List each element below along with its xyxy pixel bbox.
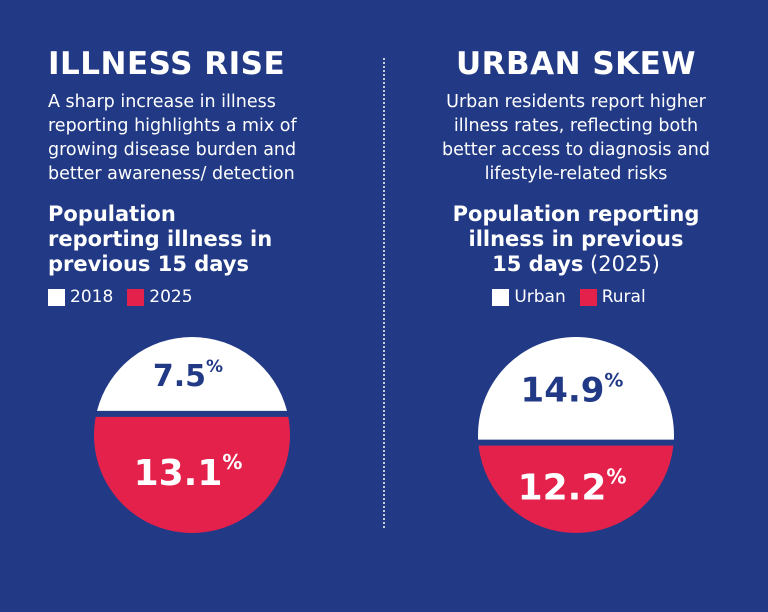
legend-swatch	[579, 288, 597, 306]
legend-swatch	[492, 288, 510, 306]
illness-rise-panel: ILLNESS RISE A sharp increase in illness…	[48, 46, 297, 533]
chart-title: Population reporting illness in previous…	[384, 202, 768, 277]
value-label-2018: 7.5%	[153, 357, 223, 394]
segment-urban	[478, 336, 674, 440]
value-label-urban: 14.9%	[521, 369, 624, 410]
chart-title-line: previous 15 days	[48, 252, 249, 276]
legend-swatch	[127, 288, 145, 306]
chart-title-line: reporting illness in	[48, 227, 273, 251]
panel-subtitle: Urban residents report higher illness ra…	[384, 90, 768, 186]
legend-label: Rural	[601, 287, 646, 307]
legend-item-2025: 2025	[127, 286, 193, 308]
chart-title-line: illness in previous	[468, 227, 684, 251]
legend-item-urban: Urban	[492, 286, 566, 308]
subtitle-line: reporting highlights a mix of	[48, 116, 297, 136]
subtitle-line: better awareness/ detection	[48, 164, 295, 184]
chart-legend: Urban Rural	[384, 286, 768, 308]
subtitle-line: Urban residents report higher	[446, 92, 706, 112]
legend-item-2018: 2018	[48, 286, 113, 308]
segment-2025	[93, 416, 291, 533]
panel-title: URBAN SKEW	[455, 46, 697, 82]
chart-title-line: Population	[48, 202, 176, 226]
chart-title: Population reporting illness in previous…	[48, 202, 272, 277]
chart-title-line-text: 15 days	[492, 252, 584, 276]
panel-subtitle: A sharp increase in illness reporting hi…	[48, 90, 297, 186]
subtitle-line: growing disease burden and	[48, 140, 297, 160]
value-label-rural: 12.2%	[518, 464, 627, 508]
chart-title-line: 15 days (2025)	[384, 252, 768, 277]
panel-divider	[383, 58, 385, 528]
panel-title: ILLNESS RISE	[48, 46, 286, 82]
subtitle-line: lifestyle-related risks	[484, 164, 668, 184]
legend-label: 2018	[70, 287, 114, 307]
legend-label: 2025	[149, 287, 193, 307]
subtitle-line: better access to diagnosis and	[442, 140, 710, 160]
subtitle-line: A sharp increase in illness	[48, 92, 276, 112]
segment-rural	[478, 445, 674, 533]
chart-title-line: Population reporting	[452, 202, 700, 226]
illness-rise-chart: 7.5% 13.1%	[93, 336, 291, 533]
chart-title-year: (2025)	[583, 252, 660, 276]
chart-legend: 2018 2025	[48, 286, 207, 308]
urban-skew-panel: URBAN SKEW Urban residents report higher…	[384, 0, 768, 612]
value-label-2025: 13.1%	[134, 450, 243, 494]
urban-skew-chart: 14.9% 12.2%	[478, 336, 674, 533]
legend-label: Urban	[514, 287, 566, 307]
segment-2018	[97, 336, 287, 411]
legend-swatch	[48, 288, 65, 306]
legend-item-rural: Rural	[579, 286, 646, 308]
subtitle-line: illness rates, reflecting both	[453, 116, 699, 136]
